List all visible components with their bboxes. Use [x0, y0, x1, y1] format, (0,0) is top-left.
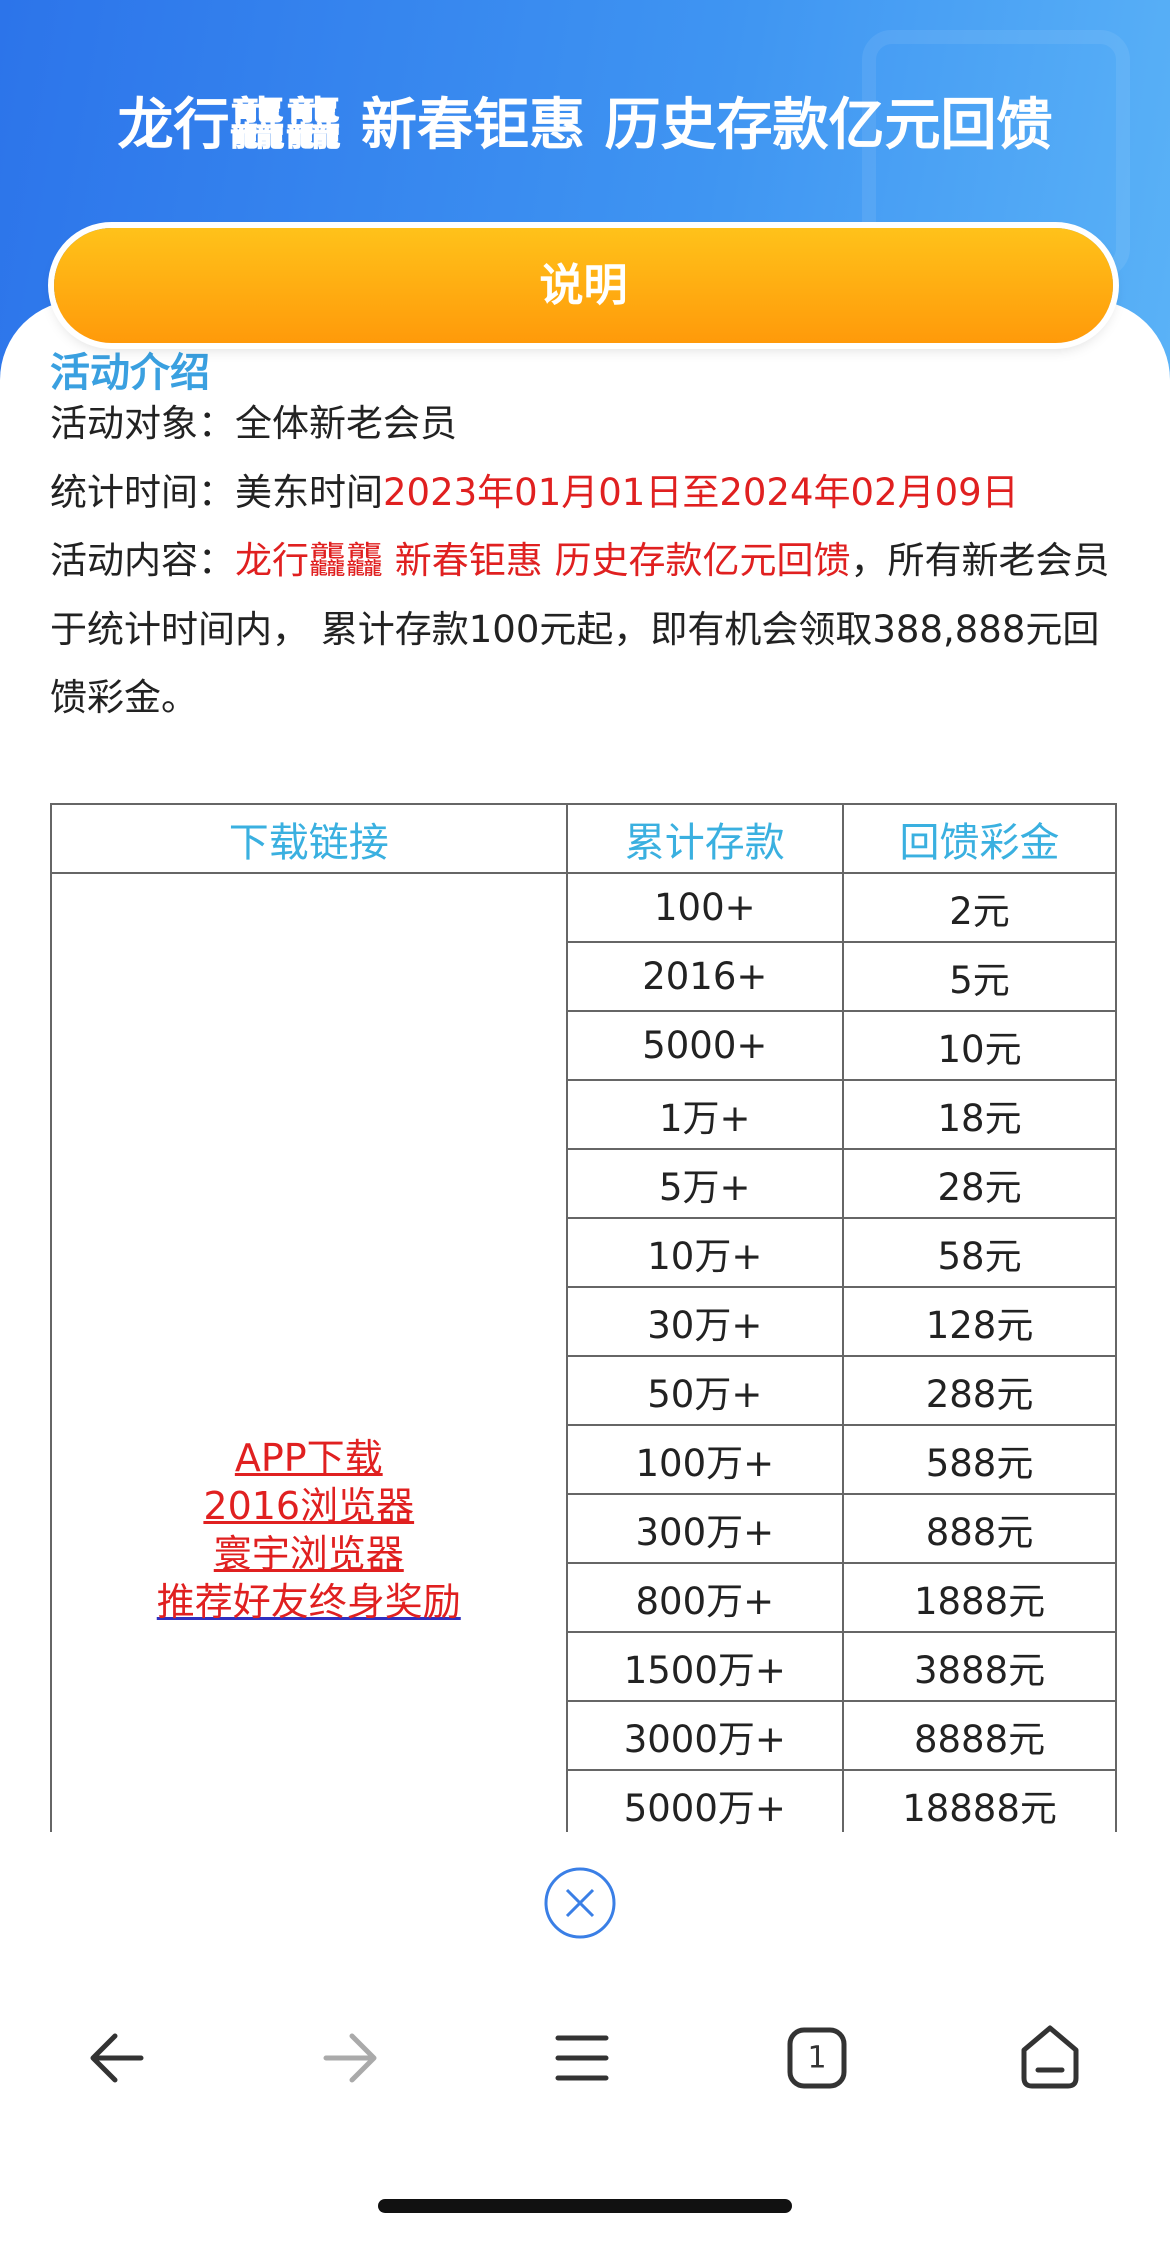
- table-row: 800万+ 1888元: [51, 1562, 1117, 1633]
- intro-text: 活动对象：全体新老会员 统计时间：美东时间2023年01月01日至2024年02月…: [50, 390, 1110, 733]
- table-cell: 18元: [842, 1079, 1117, 1150]
- info-segment: 龙行龘龘 新春钜惠 历史存款亿元回馈: [235, 539, 851, 582]
- download-link[interactable]: 推荐好友终身奖励: [156, 1580, 461, 1624]
- reward-table: 下载链接 累计存款 回馈彩金 APP下载 2016浏览器 寰宇浏览器 推荐好友终身奖励 100…: [50, 803, 1117, 1832]
- table-cell: 100+: [565, 872, 845, 943]
- table-row: 30万+ 128元: [51, 1286, 1117, 1357]
- table-cell: 128元: [842, 1286, 1117, 1357]
- info-segment: 全体新老会员: [235, 402, 457, 445]
- table-cell: 888元: [842, 1493, 1117, 1564]
- table-cell: 1888元: [842, 1562, 1117, 1633]
- table-cell: 288元: [842, 1355, 1117, 1426]
- table-cell: 10元: [842, 1010, 1117, 1081]
- info-segment: 2023年01月01日至2024年02月09日: [383, 470, 1019, 514]
- table-cell: 5000万+: [565, 1769, 845, 1832]
- table-cell: 1500万+: [565, 1631, 845, 1702]
- table-cell: 3888元: [842, 1631, 1117, 1702]
- table-row: APP下载 2016浏览器 寰宇浏览器 推荐好友终身奖励 100+ 2元: [50, 872, 1117, 1832]
- table-row: 10万+ 58元: [51, 1217, 1117, 1288]
- table-cell: 2016+: [565, 941, 845, 1012]
- table-row: 1万+ 18元: [51, 1079, 1117, 1150]
- browser-toolbar: 1: [90, 2025, 1079, 2089]
- table-cell: 58元: [842, 1217, 1117, 1288]
- table-cell: 10万+: [565, 1217, 845, 1288]
- info-line: 活动内容：龙行龘龘 新春钜惠 历史存款亿元回馈，所有新老会员于统计时间内， 累计…: [50, 527, 1110, 733]
- info-segment: 美东时间: [235, 470, 383, 514]
- table-cell: 588元: [842, 1424, 1117, 1495]
- table-row: 300万+ 888元: [51, 1493, 1117, 1564]
- forward-button[interactable]: [323, 2033, 377, 2083]
- table-row: 50万+ 288元: [51, 1355, 1117, 1426]
- table-cell: 30万+: [565, 1286, 845, 1357]
- table-cell: 18888元: [842, 1769, 1117, 1832]
- column-header: 下载链接: [50, 803, 568, 874]
- table-cell: 8888元: [842, 1700, 1117, 1771]
- table-cell: 28元: [842, 1148, 1117, 1219]
- info-line: 活动对象：全体新老会员: [50, 390, 1110, 459]
- info-segment: 活动对象：: [50, 402, 235, 445]
- table-cell: 300万+: [565, 1493, 845, 1564]
- table-row: 5000+ 10元: [51, 1010, 1117, 1081]
- column-header: 回馈彩金: [842, 803, 1117, 874]
- tabs-button[interactable]: [787, 2027, 847, 2089]
- table-cell: 1万+: [565, 1079, 845, 1150]
- info-segment: 活动内容：: [50, 539, 235, 582]
- table-row: 1500万+ 3888元: [51, 1631, 1117, 1702]
- download-link[interactable]: 2016浏览器: [203, 1484, 415, 1528]
- table-row: 2016+ 5元: [51, 941, 1117, 1012]
- page-title: 龙行龘龘 新春钜惠 历史存款亿元回馈: [117, 93, 1053, 158]
- tab-count: 1: [807, 2041, 826, 2076]
- table-cell: 100万+: [565, 1424, 845, 1495]
- info-segment: ，所有新老会员于统计时间内， 累计存款100元起，即有机会领取388,888元回…: [50, 539, 1110, 719]
- table-cell: 5元: [842, 941, 1117, 1012]
- table-cell: 50万+: [565, 1355, 845, 1426]
- table-cell: 800万+: [565, 1562, 845, 1633]
- info-segment: 统计时间：: [50, 470, 235, 514]
- links-cell: APP下载 2016浏览器 寰宇浏览器 推荐好友终身奖励: [50, 872, 568, 1832]
- table-row: 5万+ 28元: [51, 1148, 1117, 1219]
- table-cell: 5万+: [565, 1148, 845, 1219]
- table-row: 3000万+ 8888元: [51, 1700, 1117, 1771]
- header-row: 下载链接 累计存款 回馈彩金: [50, 803, 1117, 874]
- close-button[interactable]: [543, 1866, 617, 1940]
- table-row: 5000万+ 18888元: [51, 1769, 1117, 1832]
- table-row: 100万+ 588元: [51, 1424, 1117, 1495]
- home-indicator: [378, 2199, 792, 2213]
- table-cell: 2元: [842, 872, 1117, 943]
- table-cell: 3000万+: [565, 1700, 845, 1771]
- content: 活动介绍 活动对象：全体新老会员 统计时间：美东时间2023年01月01日至202…: [0, 300, 1170, 1832]
- explain-button[interactable]: 说明: [54, 228, 1113, 343]
- section-heading: 活动介绍: [50, 350, 210, 396]
- menu-button[interactable]: [555, 2035, 609, 2081]
- home-button[interactable]: [1021, 2025, 1079, 2089]
- info-line: 统计时间：美东时间2023年01月01日至2024年02月09日: [50, 459, 1110, 528]
- column-header: 累计存款: [565, 803, 845, 874]
- download-link[interactable]: APP下载: [234, 1436, 383, 1480]
- table-cell: 5000+: [565, 1010, 845, 1081]
- back-button[interactable]: [90, 2033, 144, 2083]
- download-link[interactable]: 寰宇浏览器: [213, 1532, 404, 1576]
